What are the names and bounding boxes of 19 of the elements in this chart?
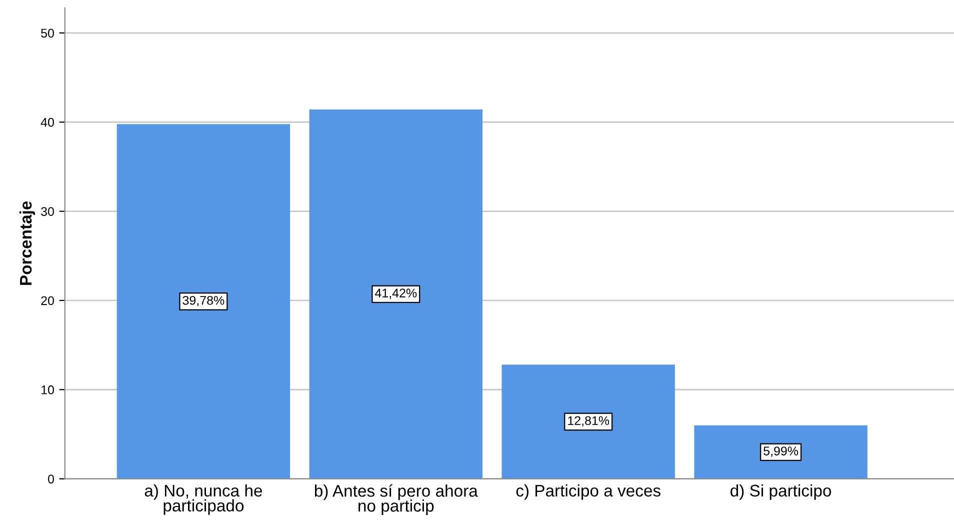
y-tick-label: 40 [40,118,54,127]
y-tick-label: 50 [41,28,54,38]
data-label: 12,81% [568,416,610,427]
y-tick-label: 30 [41,207,54,216]
bar [116,124,290,479]
x-tick-label: c) Participo a veces [516,484,660,500]
bar [502,364,675,479]
x-tick-label: d) Si participo [730,484,832,500]
y-tick-label: 20 [41,296,54,306]
y-tick-label: 10 [42,385,54,394]
data-label: 39,78% [182,296,224,306]
x-tick-label: a) No, nunca he participado [144,484,262,515]
y-axis-title: Porcentaje [19,201,35,285]
bar [309,109,482,479]
data-label: 5,99% [764,446,798,457]
y-tick-label: 0 [48,474,54,484]
data-label: 41,42% [374,288,417,299]
x-tick-label: b) Antes sí pero ahora no particip [314,484,478,516]
bar [694,425,868,479]
